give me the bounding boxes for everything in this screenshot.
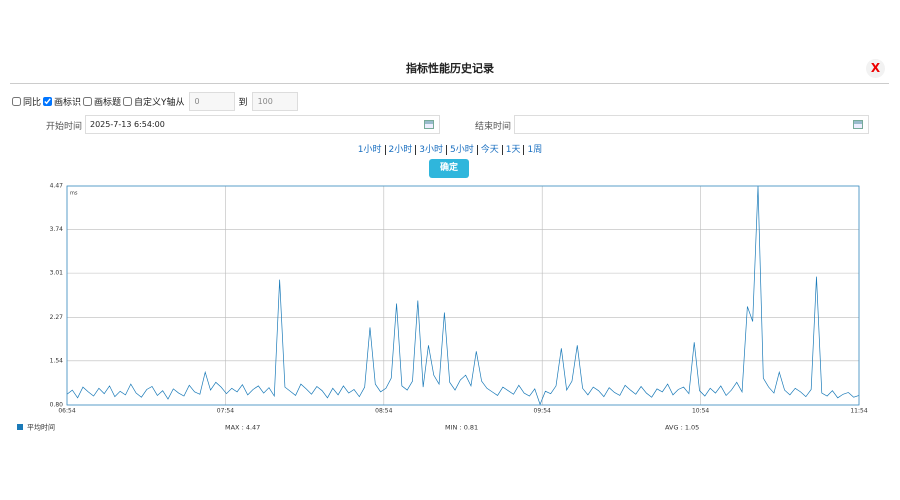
- stat-label: MAX : 4.47: [225, 424, 260, 432]
- unit-label: ms: [70, 191, 78, 197]
- x-tick-label: 06:54: [58, 408, 75, 415]
- stat-label: MIN : 0.81: [445, 424, 478, 432]
- range-link[interactable]: 1小时: [357, 145, 382, 155]
- end-input[interactable]: [514, 115, 869, 134]
- checkbox[interactable]: [43, 96, 53, 106]
- y-tick-label: 3.74: [50, 226, 64, 233]
- option-label: 同比: [23, 97, 42, 108]
- x-tick-label: 09:54: [534, 408, 551, 415]
- range-link[interactable]: 1天: [501, 145, 524, 155]
- range-link[interactable]: 1周: [523, 145, 545, 155]
- option-label: 自定义Y轴从: [134, 97, 185, 108]
- start-input[interactable]: 2025-7-13 6:54:00: [85, 115, 440, 134]
- range-link[interactable]: 2小时: [384, 145, 416, 155]
- confirm-button[interactable]: 确定: [429, 159, 469, 178]
- y-tick-label: 4.47: [50, 183, 64, 190]
- end-label: 结束时间: [475, 122, 512, 132]
- start-value: 2025-7-13 6:54:00: [90, 120, 165, 129]
- y-tick-label: 2.27: [50, 314, 64, 321]
- dialog-title: 指标性能历史记录: [406, 62, 494, 75]
- x-tick-label: 08:54: [375, 408, 392, 415]
- x-tick-label: 10:54: [692, 408, 709, 415]
- y-to-input[interactable]: 100: [251, 91, 298, 111]
- option-label: 画标题: [94, 97, 122, 108]
- x-tick-label: 11:54: [850, 408, 867, 415]
- start-label: 开始时间: [46, 122, 83, 132]
- legend-label: 平均时间: [27, 423, 55, 432]
- range-link[interactable]: 5小时: [445, 145, 477, 155]
- data-line: [66, 185, 860, 406]
- option-label: 画标识: [54, 97, 82, 108]
- checkbox[interactable]: [83, 96, 93, 106]
- checkbox[interactable]: [123, 96, 133, 106]
- range-link[interactable]: 3小时: [415, 145, 446, 155]
- to-label: 到: [238, 97, 248, 108]
- plot-border: [66, 185, 860, 406]
- legend-swatch: [17, 424, 23, 430]
- range-link[interactable]: 今天: [476, 145, 502, 155]
- x-tick-label: 07:54: [217, 408, 234, 415]
- y-tick-label: 1.54: [50, 357, 64, 364]
- checkbox[interactable]: [12, 96, 21, 106]
- y-tick-label: 3.01: [50, 270, 64, 277]
- option[interactable]: 同比: [12, 95, 41, 108]
- divider: [10, 83, 889, 84]
- options-row: 同比 画标识 画标题 自定义Y轴从 0 到 100: [12, 91, 298, 111]
- stat-label: AVG : 1.05: [665, 424, 699, 432]
- close-button[interactable]: X: [866, 59, 885, 78]
- y-from-input[interactable]: 0: [188, 91, 235, 111]
- option[interactable]: 自定义Y轴从: [123, 95, 185, 108]
- range-links: 1小时 2小时 3小时 5小时 今天 1天 1周: [0, 145, 900, 155]
- option[interactable]: 画标识: [43, 95, 81, 108]
- y-tick-label: 0.80: [50, 402, 64, 409]
- option[interactable]: 画标题: [83, 95, 121, 108]
- calendar-icon[interactable]: [424, 120, 434, 129]
- calendar-icon[interactable]: [853, 120, 863, 129]
